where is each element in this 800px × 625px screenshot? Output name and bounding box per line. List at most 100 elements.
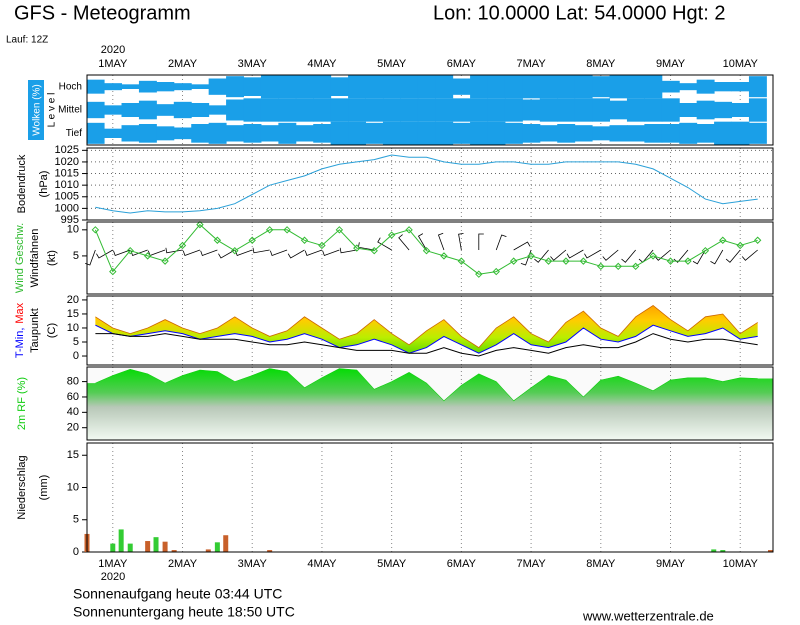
wind-barb [96,249,113,259]
cloud-cover [557,124,576,143]
wind-point [178,241,187,250]
cloud-cover [626,98,645,122]
precip-bar [768,550,773,552]
wind-point [649,252,657,260]
wind-barb [741,249,758,261]
cloud-cover [156,82,175,92]
cloud-cover [348,121,367,145]
cloud-cover [714,101,733,119]
y-tick-label: 1015 [55,167,79,179]
y-label: (mm) [38,475,50,501]
wind-point [440,252,448,260]
wind-barb [478,233,484,250]
cloud-cover [278,122,297,144]
cloud-cover [138,100,157,120]
wind-point [248,236,256,244]
cloud-cover [295,75,314,99]
wind-point [579,257,588,265]
cloud-cover [435,98,454,122]
wind-barb [339,247,357,254]
precip-bar [145,541,151,552]
wind-barb [417,233,427,251]
cloud-cover [87,122,105,144]
cloud-cover [173,83,192,91]
cloud-cover [156,126,175,141]
cloud-cover [104,128,123,138]
wind-point [109,267,117,276]
cloud-cover [470,98,489,122]
precip-bar [171,550,177,552]
cloud-cover [243,98,262,122]
cloud-cover [539,98,558,122]
level-label: L e v e l [47,93,58,128]
cloud-cover [260,98,279,122]
y-tick-label: 10 [67,224,79,236]
wind-point [631,262,640,271]
cloud-cover [504,75,523,99]
wind-barb [566,249,584,259]
cloud-cover [226,125,245,142]
wind-point [492,267,500,276]
cloud-cover [574,75,593,99]
cloud-cover [313,124,332,143]
cloud-cover [487,98,506,122]
wind-point [666,257,675,265]
y-tick-label: 80 [67,376,79,388]
y-label: Niederschlag [16,455,28,519]
cloud-cover [644,98,663,122]
cloud-cover [382,121,401,145]
cloud-cover [330,121,349,145]
cloud-cover [661,80,680,93]
y-tick-label: 1025 [55,144,79,156]
y-label-part: Max [14,302,26,323]
cloud-cover [138,80,157,93]
cloud-cover [539,75,558,99]
cloud-cover [400,98,419,122]
x-tick-label-bottom: 7MAY [517,558,547,570]
wind-point [701,246,710,255]
y-tick-label: 0 [73,546,79,558]
y-tick-label: 5 [73,514,79,526]
cloud-cover [226,76,245,98]
cloud-cover [696,79,715,94]
y-tick-label: 15 [67,308,79,320]
y-tick-label: 1020 [55,156,79,168]
cloud-cover [609,100,628,120]
panel-frame [86,442,774,553]
precip-bar [720,550,726,552]
panel-frame [86,295,774,366]
cloud-cover [330,77,349,96]
wind-point [475,270,483,278]
cloud-cover [330,98,349,122]
precip-bar [267,550,273,552]
cloud-cover [400,75,419,99]
x-tick-label-top: 3MAY [238,58,268,70]
cloud-cover [522,124,541,143]
cloud-cover [452,78,471,95]
wind-point [335,226,344,234]
y-tick-label: 15 [67,449,79,461]
cloud-cover [138,124,157,143]
cloud-cover [191,103,210,117]
cloud-cover [104,105,123,115]
x-tick-label-top: 6MAY [447,58,477,70]
y-tick-label: 5 [73,250,79,262]
wind-point [684,257,692,265]
x-tick-label-bottom: 5MAY [377,558,407,570]
x-tick-label-top: 9MAY [656,58,686,70]
cloud-cover [87,101,105,119]
cloud-cover [260,75,279,99]
cloud-cover [696,124,715,143]
cloud-cover [748,98,767,122]
cloud-cover [278,75,297,99]
y-label: (kt) [46,250,58,266]
wind-barb [513,241,531,251]
wind-point [91,226,100,234]
wind-barb [621,249,636,263]
precip-bar [153,537,159,552]
run: Lauf: 12Z [6,35,48,46]
cloud-cover [313,98,332,122]
wind-point [509,257,518,265]
x-tick-label-bottom: 4MAY [307,558,337,570]
cloud-cover [226,99,245,121]
